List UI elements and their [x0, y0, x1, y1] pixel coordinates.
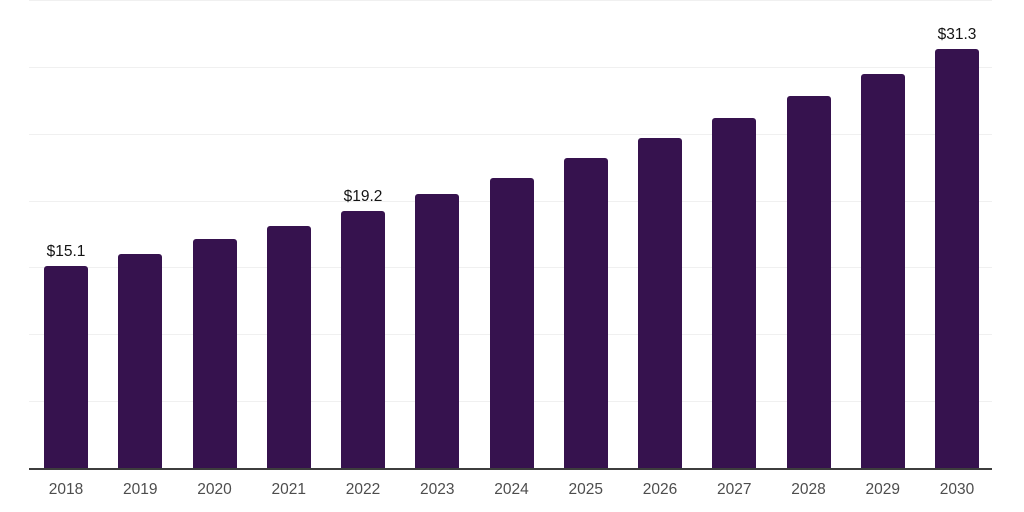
plot-area: $15.1 $19.2 $31.3 — [29, 0, 992, 470]
bar — [563, 157, 608, 468]
bar-value-label: $31.3 — [937, 26, 977, 44]
x-tick-label: 2023 — [420, 481, 455, 498]
x-tick-label: 2020 — [197, 481, 232, 498]
x-tick-label: 2026 — [642, 481, 678, 498]
bar — [415, 193, 460, 468]
bar-value-label: $15.1 — [46, 243, 86, 261]
bar — [266, 225, 311, 468]
gridline — [29, 0, 992, 1]
bar — [341, 211, 385, 468]
x-tick-label: 2021 — [271, 481, 306, 498]
x-tick-label: 2030 — [939, 481, 975, 498]
bar — [489, 177, 534, 468]
bar — [860, 73, 905, 468]
x-tick-label: 2024 — [494, 481, 529, 498]
gridline — [29, 133, 992, 135]
bar — [712, 117, 757, 468]
x-axis-tick-labels: 2018 2019 2020 2021 2022 2023 2024 2025 2026 2027… — [0, 481, 1024, 505]
gridline — [29, 66, 992, 68]
x-tick-label: 2022 — [345, 481, 381, 498]
x-tick-label: 2029 — [865, 481, 900, 498]
x-tick-label: 2027 — [717, 481, 752, 498]
x-tick-label: 2025 — [568, 481, 603, 498]
bar — [638, 137, 682, 468]
x-tick-label: 2028 — [791, 481, 826, 498]
bar — [118, 254, 163, 468]
bar — [786, 96, 831, 468]
bar — [935, 49, 979, 468]
bar-value-label: $19.2 — [343, 188, 383, 206]
bar — [192, 239, 237, 468]
x-tick-label: 2018 — [48, 481, 84, 498]
x-tick-label: 2019 — [123, 481, 158, 498]
bar — [44, 266, 88, 468]
